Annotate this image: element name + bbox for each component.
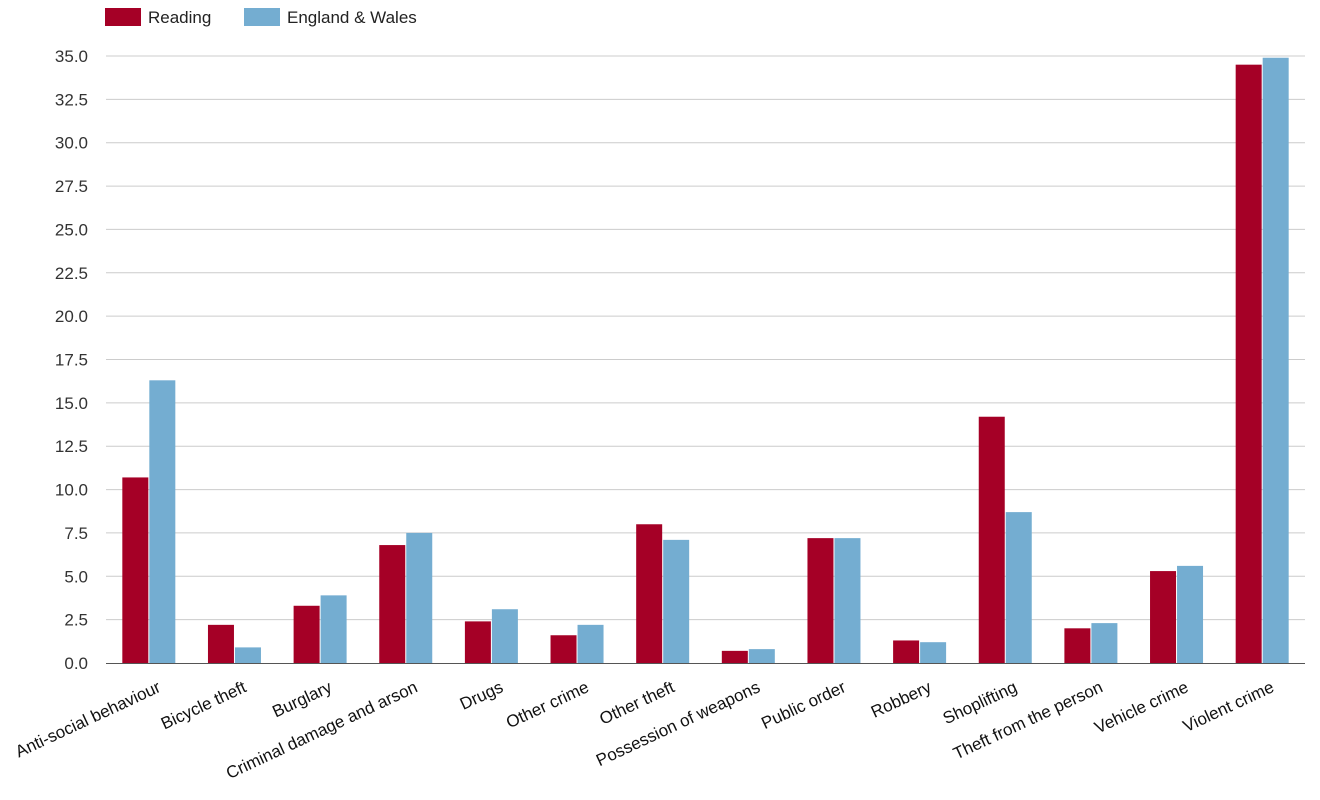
bar-england-wales <box>834 538 861 663</box>
bar-england-wales <box>491 609 518 663</box>
y-tick-label: 0.0 <box>64 654 88 673</box>
bar-england-wales <box>577 624 604 663</box>
y-tick-label: 12.5 <box>55 437 88 456</box>
legend-label: Reading <box>148 8 211 27</box>
y-tick-label: 30.0 <box>55 134 88 153</box>
bar-reading <box>207 624 234 663</box>
y-tick-label: 7.5 <box>64 524 88 543</box>
y-tick-label: 17.5 <box>55 351 88 370</box>
bar-england-wales <box>920 642 947 663</box>
y-tick-label: 10.0 <box>55 481 88 500</box>
bars <box>122 57 1289 663</box>
bar-reading <box>636 524 663 663</box>
x-category-label: Burglary <box>269 677 335 721</box>
bar-england-wales <box>320 595 347 663</box>
x-category-label: Possession of weapons <box>593 677 763 770</box>
bar-reading <box>721 650 748 663</box>
bar-england-wales <box>234 647 261 663</box>
legend: Reading England & Wales <box>105 8 417 27</box>
y-tick-label: 2.5 <box>64 611 88 630</box>
y-axis: 0.0 2.5 5.0 7.5 10.0 12.5 15.0 17.5 20.0 22.5 25.0… <box>55 47 88 673</box>
y-tick-label: 35.0 <box>55 47 88 66</box>
bar-england-wales <box>1091 623 1118 663</box>
bar-england-wales <box>1262 57 1289 663</box>
x-category-label: Theft from the person <box>950 677 1105 763</box>
bar-reading <box>1064 628 1091 663</box>
bar-reading <box>807 538 834 663</box>
bar-england-wales <box>1005 512 1032 663</box>
x-category-label: Robbery <box>868 677 935 722</box>
bar-england-wales <box>748 649 775 663</box>
y-tick-label: 5.0 <box>64 567 88 586</box>
y-tick-label: 32.5 <box>55 90 88 109</box>
bar-england-wales <box>663 539 690 663</box>
bar-reading <box>1150 571 1177 663</box>
x-category-label: Drugs <box>457 677 506 713</box>
bar-reading <box>464 621 491 663</box>
legend-swatch-reading <box>105 8 141 26</box>
bar-england-wales <box>406 532 433 663</box>
bar-reading <box>978 416 1005 663</box>
bar-reading <box>550 635 577 663</box>
y-tick-label: 27.5 <box>55 177 88 196</box>
bar-reading <box>122 477 149 663</box>
bar-england-wales <box>149 380 176 663</box>
bar-reading <box>893 640 920 663</box>
legend-swatch-england-wales <box>244 8 280 26</box>
gridlines <box>106 55 1305 621</box>
bar-reading <box>293 605 320 663</box>
bar-reading <box>1235 64 1262 663</box>
legend-label: England & Wales <box>287 8 417 27</box>
x-category-label: Bicycle theft <box>158 677 249 733</box>
x-category-label: Violent crime <box>1180 677 1277 736</box>
x-category-label: Vehicle crime <box>1092 677 1192 737</box>
y-tick-label: 25.0 <box>55 220 88 239</box>
y-tick-label: 20.0 <box>55 307 88 326</box>
x-category-label: Anti-social behaviour <box>12 677 163 761</box>
y-tick-label: 15.0 <box>55 394 88 413</box>
bar-reading <box>379 545 406 663</box>
x-category-label: Public order <box>758 677 849 733</box>
y-tick-label: 22.5 <box>55 264 88 283</box>
bar-england-wales <box>1177 565 1204 663</box>
x-category-label: Other crime <box>503 677 592 732</box>
